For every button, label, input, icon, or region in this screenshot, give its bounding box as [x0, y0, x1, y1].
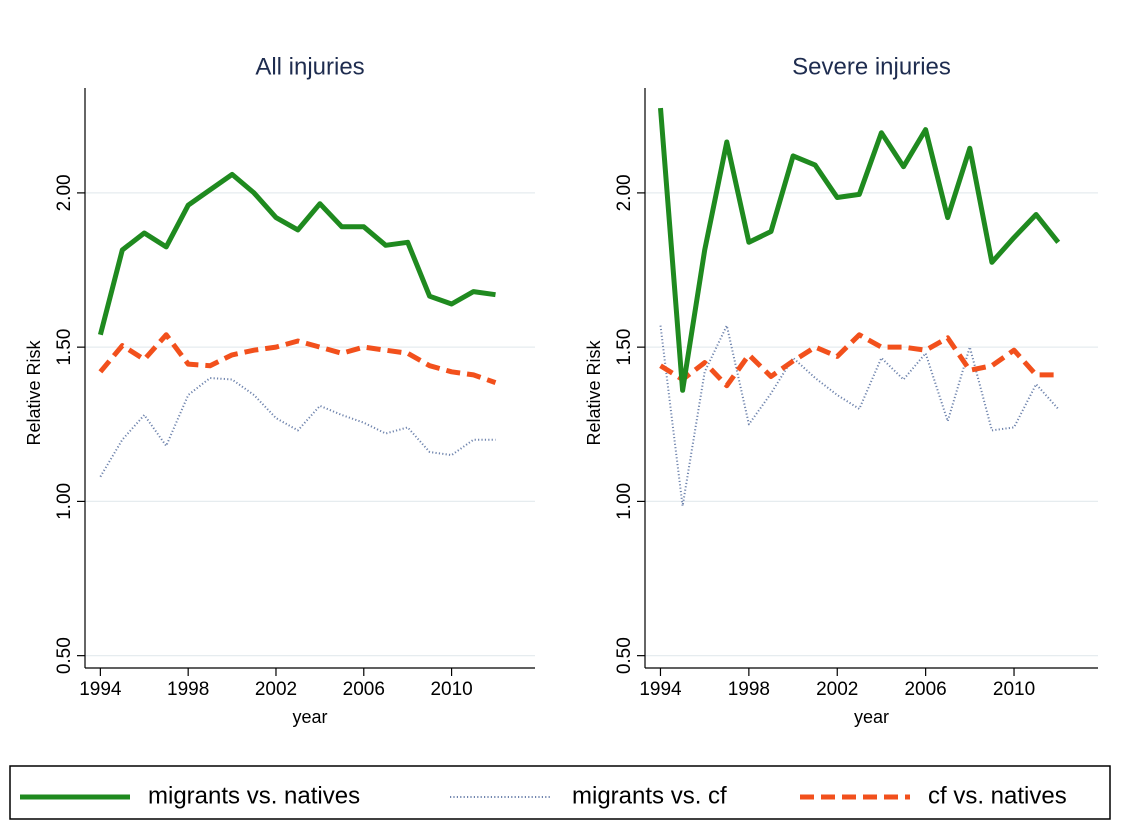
- x-tick-label: 2006: [904, 679, 946, 700]
- chart-title: All injuries: [255, 53, 364, 80]
- legend-label: cf vs. natives: [928, 782, 1067, 809]
- y-tick-label: 2.00: [54, 174, 75, 211]
- x-tick-label: 1998: [167, 679, 209, 700]
- chart-title: Severe injuries: [792, 53, 951, 80]
- legend-box: [9, 765, 1111, 820]
- x-tick-label: 2002: [255, 679, 297, 700]
- x-tick-label: 2002: [816, 679, 858, 700]
- y-tick-label: 1.50: [54, 329, 75, 366]
- line-series: [659, 324, 1059, 507]
- x-tick-label: 1998: [728, 679, 770, 700]
- y-tick-label: 1.00: [614, 483, 635, 520]
- x-tick-label: 2006: [343, 679, 385, 700]
- line-series: [659, 332, 1059, 389]
- y-axis-label: Relative Risk: [24, 339, 44, 445]
- x-tick-label: 1994: [79, 679, 122, 700]
- y-tick-label: 2.00: [614, 174, 635, 211]
- x-axis-label: year: [292, 707, 327, 727]
- y-tick-label: 1.00: [54, 483, 75, 520]
- y-tick-label: 0.50: [54, 637, 75, 674]
- line-series: [99, 377, 496, 478]
- y-axis-label: Relative Risk: [584, 339, 604, 445]
- x-tick-label: 2010: [430, 679, 472, 700]
- x-tick-label: 1994: [639, 679, 682, 700]
- line-series: [658, 107, 1061, 393]
- y-tick-label: 0.50: [614, 637, 635, 674]
- x-tick-label: 2010: [993, 679, 1035, 700]
- y-tick-label: 1.50: [614, 329, 635, 366]
- legend-label: migrants vs. natives: [148, 782, 360, 809]
- x-axis-label: year: [854, 707, 889, 727]
- line-series: [97, 171, 496, 336]
- legend-label: migrants vs. cf: [572, 782, 727, 809]
- line-series: [98, 332, 497, 385]
